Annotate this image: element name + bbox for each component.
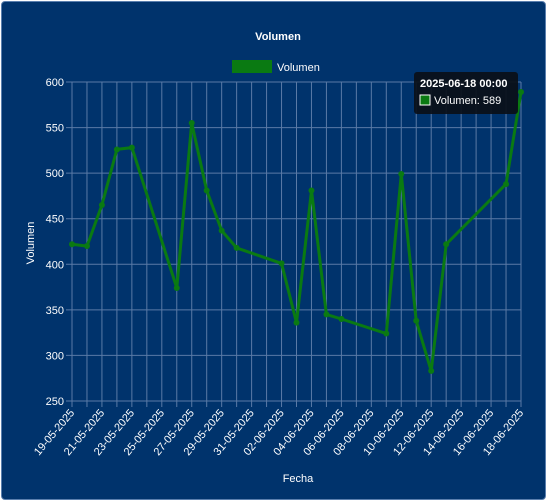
data-point <box>113 146 120 153</box>
tooltip-body: Volumen: 589 <box>434 95 501 107</box>
data-point <box>218 227 225 234</box>
data-point <box>323 311 330 318</box>
data-point <box>428 367 435 374</box>
y-tick-label: 550 <box>46 123 64 135</box>
data-point <box>69 241 75 248</box>
chart-title: Volumen <box>255 31 301 43</box>
data-point <box>413 317 420 324</box>
legend-label: Volumen <box>277 62 320 74</box>
tooltip-box <box>414 72 518 114</box>
data-point <box>443 241 450 248</box>
series-volumen <box>69 89 524 374</box>
legend-swatch <box>232 60 272 73</box>
tooltip-title: 2025-06-18 00:00 <box>420 78 507 90</box>
y-tick-label: 300 <box>46 350 64 362</box>
data-point <box>233 244 240 251</box>
data-point <box>173 284 180 291</box>
data-point <box>98 202 105 209</box>
data-point <box>308 187 315 194</box>
data-point <box>203 187 210 194</box>
y-tick-label: 250 <box>46 396 64 408</box>
y-axis-label: Volumen <box>25 222 37 265</box>
data-point <box>398 171 405 178</box>
data-point <box>278 260 285 267</box>
series-line <box>71 91 523 373</box>
gridlines <box>66 81 522 407</box>
y-axis-ticks: 250 300 350 400 450 500 550 600 <box>46 77 64 408</box>
tooltip-swatch <box>419 94 431 106</box>
data-point <box>518 89 524 96</box>
data-point <box>188 120 195 127</box>
tooltip: 2025-06-18 00:00 Volumen: 589 <box>414 72 518 114</box>
data-point <box>128 144 135 151</box>
y-tick-label: 350 <box>46 305 64 317</box>
y-tick-label: 450 <box>46 214 64 226</box>
legend[interactable]: Volumen <box>232 60 320 74</box>
data-point <box>383 330 390 337</box>
y-tick-label: 500 <box>46 168 64 180</box>
data-point <box>338 315 345 322</box>
y-tick-label: 400 <box>46 259 64 271</box>
x-axis-label: Fecha <box>283 473 314 485</box>
data-point <box>83 243 90 250</box>
data-point <box>293 319 300 326</box>
data-point <box>503 181 510 188</box>
y-tick-label: 600 <box>46 77 64 89</box>
x-axis-ticks: 19-05-202521-05-202523-05-202525-05-2025… <box>32 407 526 458</box>
